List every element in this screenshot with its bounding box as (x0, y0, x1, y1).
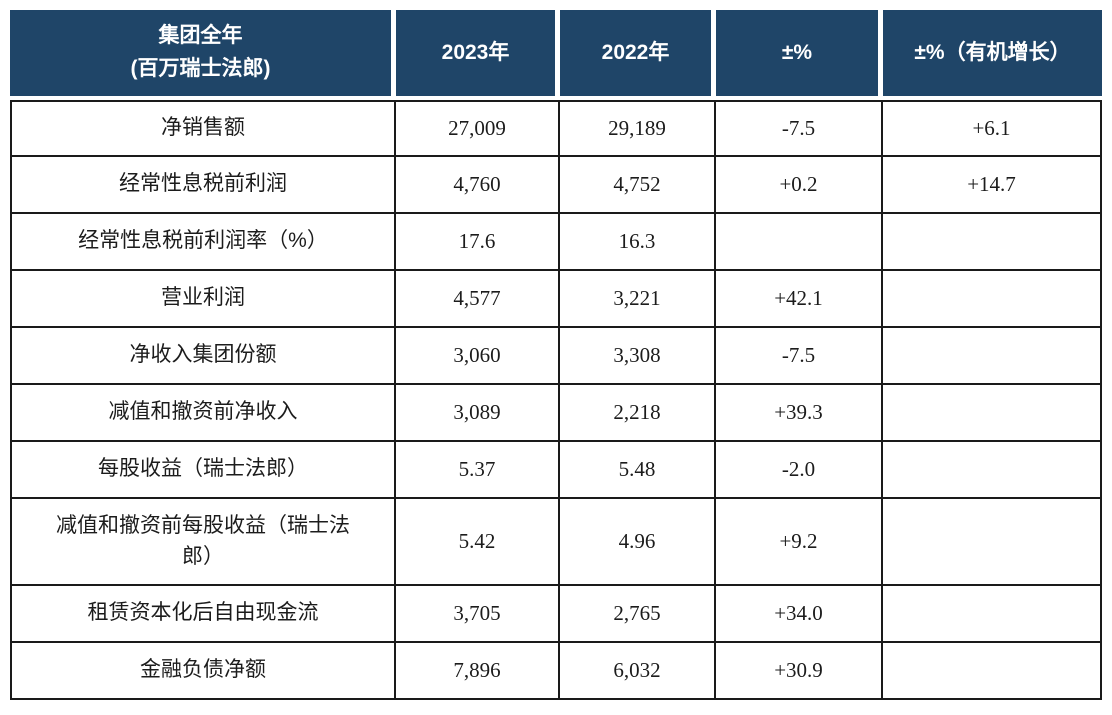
organic-growth-cell (883, 499, 1102, 586)
change-percent-cell: -7.5 (716, 100, 883, 157)
header-group-title-line2: (百万瑞士法郎) (130, 57, 271, 80)
organic-growth-cell (883, 271, 1102, 328)
table-row: 净销售额 27,009 29,189 -7.5 +6.1 (10, 100, 1102, 157)
header-col-2022: 2022年 (560, 10, 716, 96)
metric-label-cell: 租赁资本化后自由现金流 (10, 586, 396, 643)
value-2023-cell: 4,760 (396, 157, 560, 214)
metric-label-cell: 金融负债净额 (10, 643, 396, 700)
metric-label-cell: 经常性息税前利润率（%） (10, 214, 396, 271)
metric-label-cell: 营业利润 (10, 271, 396, 328)
value-2023-cell: 5.37 (396, 442, 560, 499)
change-percent-cell: +42.1 (716, 271, 883, 328)
organic-growth-cell: +6.1 (883, 100, 1102, 157)
value-2023-cell: 27,009 (396, 100, 560, 157)
organic-growth-cell (883, 643, 1102, 700)
change-percent-cell: +39.3 (716, 385, 883, 442)
table-row: 减值和撤资前净收入 3,089 2,218 +39.3 (10, 385, 1102, 442)
table-row: 租赁资本化后自由现金流 3,705 2,765 +34.0 (10, 586, 1102, 643)
organic-growth-cell (883, 214, 1102, 271)
value-2023-cell: 7,896 (396, 643, 560, 700)
table-row: 净收入集团份额 3,060 3,308 -7.5 (10, 328, 1102, 385)
header-group-title-line1: 集团全年 (158, 24, 243, 48)
organic-growth-cell: +14.7 (883, 157, 1102, 214)
change-percent-cell: +30.9 (716, 643, 883, 700)
metric-label-cell: 净销售额 (10, 100, 396, 157)
value-2022-cell: 3,308 (560, 328, 716, 385)
organic-growth-cell (883, 442, 1102, 499)
value-2022-cell: 2,765 (560, 586, 716, 643)
table-body: 净销售额 27,009 29,189 -7.5 +6.1 经常性息税前利润 4,760 4,7… (10, 100, 1102, 700)
value-2023-cell: 3,705 (396, 586, 560, 643)
table-row: 金融负债净额 7,896 6,032 +30.9 (10, 643, 1102, 700)
financial-summary-table: 集团全年 (百万瑞士法郎) 2023年 2022年 ±% ±%（有机增长） 净销… (10, 10, 1102, 700)
change-percent-cell (716, 214, 883, 271)
change-percent-cell: -2.0 (716, 442, 883, 499)
value-2022-cell: 6,032 (560, 643, 716, 700)
metric-label-cell: 净收入集团份额 (10, 328, 396, 385)
change-percent-cell: +9.2 (716, 499, 883, 586)
header-col-change-percent: ±% (716, 10, 883, 96)
organic-growth-cell (883, 328, 1102, 385)
value-2022-cell: 4,752 (560, 157, 716, 214)
table-row: 经常性息税前利润 4,760 4,752 +0.2 +14.7 (10, 157, 1102, 214)
change-percent-cell: +34.0 (716, 586, 883, 643)
value-2022-cell: 4.96 (560, 499, 716, 586)
table-row: 经常性息税前利润率（%） 17.6 16.3 (10, 214, 1102, 271)
metric-label-cell: 每股收益（瑞士法郎） (10, 442, 396, 499)
value-2023-cell: 3,089 (396, 385, 560, 442)
value-2023-cell: 17.6 (396, 214, 560, 271)
table-row: 每股收益（瑞士法郎） 5.37 5.48 -2.0 (10, 442, 1102, 499)
table-header-row: 集团全年 (百万瑞士法郎) 2023年 2022年 ±% ±%（有机增长） (10, 10, 1102, 96)
value-2022-cell: 16.3 (560, 214, 716, 271)
metric-label-cell: 减值和撤资前净收入 (10, 385, 396, 442)
change-percent-cell: +0.2 (716, 157, 883, 214)
organic-growth-cell (883, 586, 1102, 643)
value-2022-cell: 3,221 (560, 271, 716, 328)
value-2022-cell: 2,218 (560, 385, 716, 442)
header-col-2023: 2023年 (396, 10, 560, 96)
table-row: 减值和撤资前每股收益（瑞士法郎） 5.42 4.96 +9.2 (10, 499, 1102, 586)
table-row: 营业利润 4,577 3,221 +42.1 (10, 271, 1102, 328)
value-2022-cell: 5.48 (560, 442, 716, 499)
change-percent-cell: -7.5 (716, 328, 883, 385)
organic-growth-cell (883, 385, 1102, 442)
header-group-title: 集团全年 (百万瑞士法郎) (10, 10, 396, 96)
value-2023-cell: 5.42 (396, 499, 560, 586)
value-2023-cell: 4,577 (396, 271, 560, 328)
metric-label-cell: 经常性息税前利润 (10, 157, 396, 214)
value-2023-cell: 3,060 (396, 328, 560, 385)
value-2022-cell: 29,189 (560, 100, 716, 157)
header-col-organic-growth: ±%（有机增长） (883, 10, 1102, 96)
metric-label-cell: 减值和撤资前每股收益（瑞士法郎） (10, 499, 396, 586)
